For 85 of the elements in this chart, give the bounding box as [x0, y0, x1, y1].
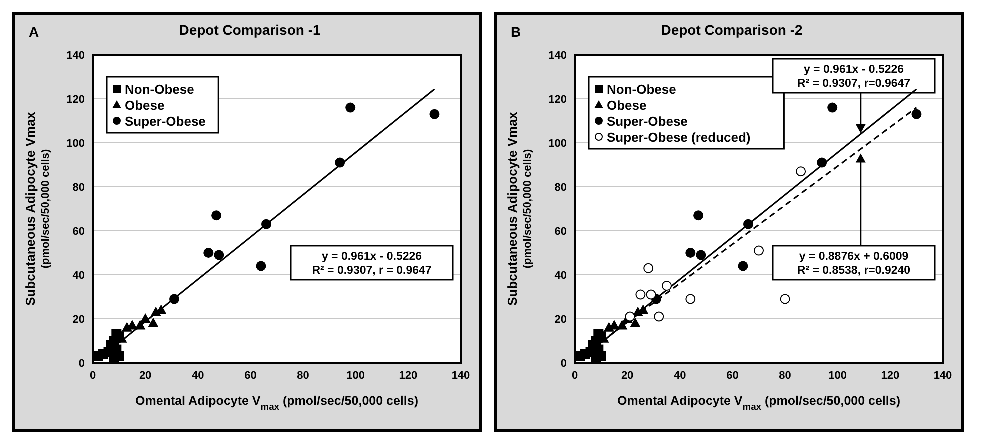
x-axis-title: Omental Adipocyte V$_{max}$ (pmol/sec/50,000 cells)	[136, 394, 418, 412]
point	[780, 294, 790, 304]
annotation: y = 0.961x - 0.5226	[804, 64, 904, 76]
point	[636, 290, 646, 300]
point	[694, 210, 704, 221]
x-tick-label: 80	[779, 370, 792, 382]
y-tick-label: 120	[66, 94, 85, 106]
point	[646, 290, 656, 300]
x-tick-label: 140	[934, 370, 952, 382]
chart-subtitle: B	[511, 24, 522, 40]
y-tick-label: 100	[66, 138, 85, 150]
point	[654, 312, 664, 322]
point	[430, 109, 440, 120]
x-tick-label: 140	[452, 370, 470, 382]
point	[212, 210, 222, 221]
point	[135, 320, 146, 330]
point	[256, 261, 266, 272]
legend-label: Super-Obese	[607, 114, 688, 129]
annotation: y = 0.961x - 0.5226	[322, 250, 422, 263]
y-tick-label: 100	[548, 138, 567, 150]
y-tick-label: 20	[554, 314, 567, 326]
point	[696, 250, 706, 260]
legend-label: Super-Obese	[125, 114, 206, 129]
legend-label: Obese	[607, 98, 647, 113]
y-tick-label: 0	[78, 358, 85, 370]
point	[261, 219, 272, 230]
chart-subtitle: A	[29, 24, 40, 40]
x-tick-label: 120	[399, 370, 418, 382]
point	[169, 294, 180, 304]
x-tick-label: 40	[674, 370, 686, 382]
x-tick-label: 60	[726, 370, 739, 382]
point	[912, 109, 922, 120]
point	[743, 219, 754, 230]
legend-label: Non-Obese	[607, 82, 676, 97]
point	[346, 102, 356, 113]
point	[214, 250, 224, 260]
point	[686, 294, 696, 304]
point	[828, 102, 838, 113]
annotation: R² = 0.9307, r=0.9647	[797, 78, 911, 90]
y-tick-label: 40	[72, 270, 85, 282]
annotation: y = 0.8876x + 0.6009	[799, 250, 909, 263]
point	[686, 248, 696, 258]
x-tick-label: 80	[297, 370, 310, 382]
x-tick-label: 20	[621, 370, 634, 382]
y-tick-label: 140	[66, 50, 85, 62]
legend-label: Non-Obese	[125, 82, 194, 97]
chart-title: Depot Comparison -1	[179, 22, 321, 38]
point	[754, 246, 764, 256]
point	[148, 318, 158, 328]
point	[617, 320, 628, 330]
x-tick-label: 100	[346, 370, 366, 382]
point	[140, 314, 151, 324]
point	[644, 263, 654, 274]
legend-label: Obese	[125, 98, 165, 113]
y-tick-label: 40	[554, 270, 567, 282]
y-tick-label: 80	[72, 182, 85, 194]
x-tick-label: 0	[572, 370, 578, 382]
y-tick-label: 0	[560, 358, 567, 370]
point	[204, 248, 214, 258]
x-tick-label: 60	[244, 370, 257, 382]
y-axis-title: Subcutaneous Adipocyte Vmax (pmol/sec/50,000 cells)	[505, 111, 534, 306]
point	[335, 158, 346, 168]
point	[625, 312, 636, 322]
point	[662, 281, 672, 291]
point	[817, 158, 828, 168]
y-tick-label: 120	[548, 94, 567, 106]
x-tick-label: 20	[139, 370, 152, 382]
point	[738, 261, 748, 272]
point	[796, 166, 806, 177]
x-tick-label: 100	[828, 370, 848, 382]
y-axis-title: Subcutaneous Adipocyte Vmax (pmol/sec/50,000 cells)	[23, 111, 52, 306]
x-tick-label: 40	[192, 370, 204, 382]
x-tick-label: 120	[881, 370, 900, 382]
y-tick-label: 80	[554, 182, 567, 194]
y-tick-label: 20	[72, 314, 85, 326]
x-axis-title: Omental Adipocyte V$_{max}$ (pmol/sec/50,000 cells)	[618, 394, 900, 412]
annotation: R² = 0.8538, r=0.9240	[797, 264, 911, 277]
x-tick-label: 0	[90, 370, 96, 382]
point	[630, 318, 640, 328]
legend-label: Super-Obese (reduced)	[607, 130, 751, 145]
y-tick-label: 60	[72, 226, 85, 238]
y-tick-label: 140	[548, 50, 567, 62]
annotation: R² = 0.9307, r = 0.9647	[312, 264, 432, 277]
chart-title: Depot Comparison -2	[661, 22, 803, 38]
y-tick-label: 60	[554, 226, 567, 238]
